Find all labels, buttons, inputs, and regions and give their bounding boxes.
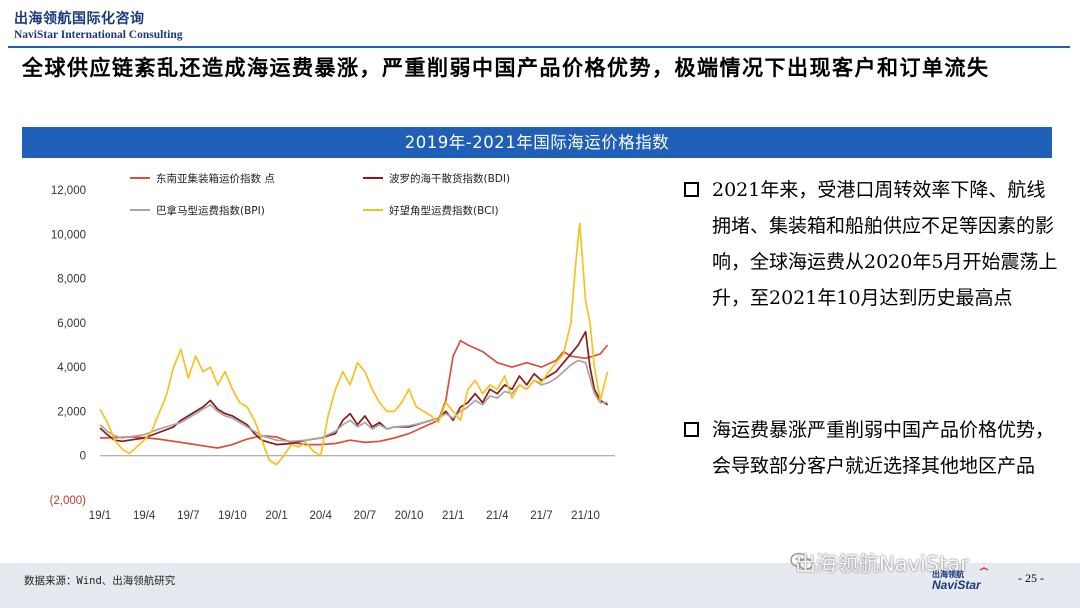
brand-name-en: NaviStar International Consulting bbox=[14, 29, 183, 41]
legend-label: 好望角型运费指数(BCI) bbox=[389, 204, 499, 217]
x-tick-label: 21/1 bbox=[442, 510, 464, 522]
bullet-text: 海运费暴涨严重削弱中国产品价格优势，会导致部分客户就近选择其他地区产品 bbox=[712, 419, 1055, 477]
x-tick-label: 19/1 bbox=[89, 510, 111, 522]
legend-label: 波罗的海干散货指数(BDI) bbox=[389, 172, 510, 185]
x-tick-label: 21/7 bbox=[530, 510, 552, 522]
y-tick-label: 4,000 bbox=[57, 362, 86, 374]
x-tick-label: 19/7 bbox=[177, 510, 199, 522]
square-bullet-icon bbox=[684, 422, 699, 437]
chart-title-banner: 2019年-2021年国际海运价格指数 bbox=[22, 127, 1052, 158]
y-tick-label: 12,000 bbox=[51, 185, 86, 197]
x-tick-label: 20/7 bbox=[354, 510, 376, 522]
y-tick-label: 10,000 bbox=[51, 229, 86, 241]
page-number: - 25 - bbox=[1018, 571, 1044, 585]
chart-axes: 12,000 10,000 8,000 6,000 4,000 2,000 0 (2,000)… bbox=[50, 185, 615, 522]
x-tick-label: 21/10 bbox=[571, 510, 600, 522]
wechat-icon bbox=[790, 552, 814, 570]
square-bullet-icon bbox=[684, 182, 699, 197]
x-tick-label: 21/4 bbox=[486, 510, 509, 522]
chart-legend: 东南亚集装箱运价指数 点 波罗的海干散货指数(BDI) 巴拿马型运费指数(BPI) 好… bbox=[130, 172, 510, 217]
svg-text:出海领航: 出海领航 bbox=[932, 569, 964, 579]
slide-headline: 全球供应链紊乱还造成海运费暴涨，严重削弱中国产品价格优势，极端情况下出现客户和订… bbox=[22, 56, 990, 80]
header-divider bbox=[8, 46, 1070, 48]
bullet-point: 海运费暴涨严重削弱中国产品价格优势，会导致部分客户就近选择其他地区产品 bbox=[684, 412, 1064, 484]
legend-label: 东南亚集装箱运价指数 点 bbox=[156, 172, 275, 185]
x-tick-label: 20/10 bbox=[395, 510, 424, 522]
bullet-text: 2021年来，受港口周转效率下降、航线拥堵、集装箱和船舶供应不足等因素的影响，全… bbox=[712, 179, 1058, 309]
series-line-2 bbox=[99, 330, 609, 446]
brand: 出海领航国际化咨询 NaviStar International Consult… bbox=[14, 8, 182, 41]
x-tick-label: 19/10 bbox=[218, 510, 247, 522]
y-tick-label: 0 bbox=[80, 451, 86, 463]
chart-plot-area bbox=[99, 222, 609, 466]
footer-bar bbox=[0, 563, 1080, 608]
x-tick-label: 20/4 bbox=[310, 510, 333, 522]
series-line-1 bbox=[99, 339, 609, 449]
legend-label: 巴拿马型运费指数(BPI) bbox=[156, 204, 265, 217]
svg-text:NaviStar: NaviStar bbox=[932, 578, 982, 592]
sea-freight-index-chart: 东南亚集装箱运价指数 点 波罗的海干散货指数(BDI) 巴拿马型运费指数(BPI) 好… bbox=[50, 172, 615, 522]
series-line-4 bbox=[99, 222, 609, 466]
x-tick-label: 20/1 bbox=[265, 510, 287, 522]
navistar-logo: 出海领航 NaviStar bbox=[932, 567, 989, 592]
y-tick-label: 2,000 bbox=[57, 406, 86, 418]
brand-name-cn: 出海领航国际化咨询 bbox=[14, 11, 145, 27]
x-tick-label: 19/4 bbox=[133, 510, 156, 522]
y-tick-label: 8,000 bbox=[57, 274, 86, 286]
bullet-point: 2021年来，受港口周转效率下降、航线拥堵、集装箱和船舶供应不足等因素的影响，全… bbox=[684, 172, 1064, 316]
watermark: 出海领航NaviStar bbox=[795, 552, 969, 576]
series-line-3 bbox=[99, 359, 608, 443]
y-tick-label: 6,000 bbox=[57, 318, 86, 330]
data-source: 数据来源：Wind、出海领航研究 bbox=[24, 575, 176, 587]
y-tick-label: (2,000) bbox=[50, 495, 87, 507]
